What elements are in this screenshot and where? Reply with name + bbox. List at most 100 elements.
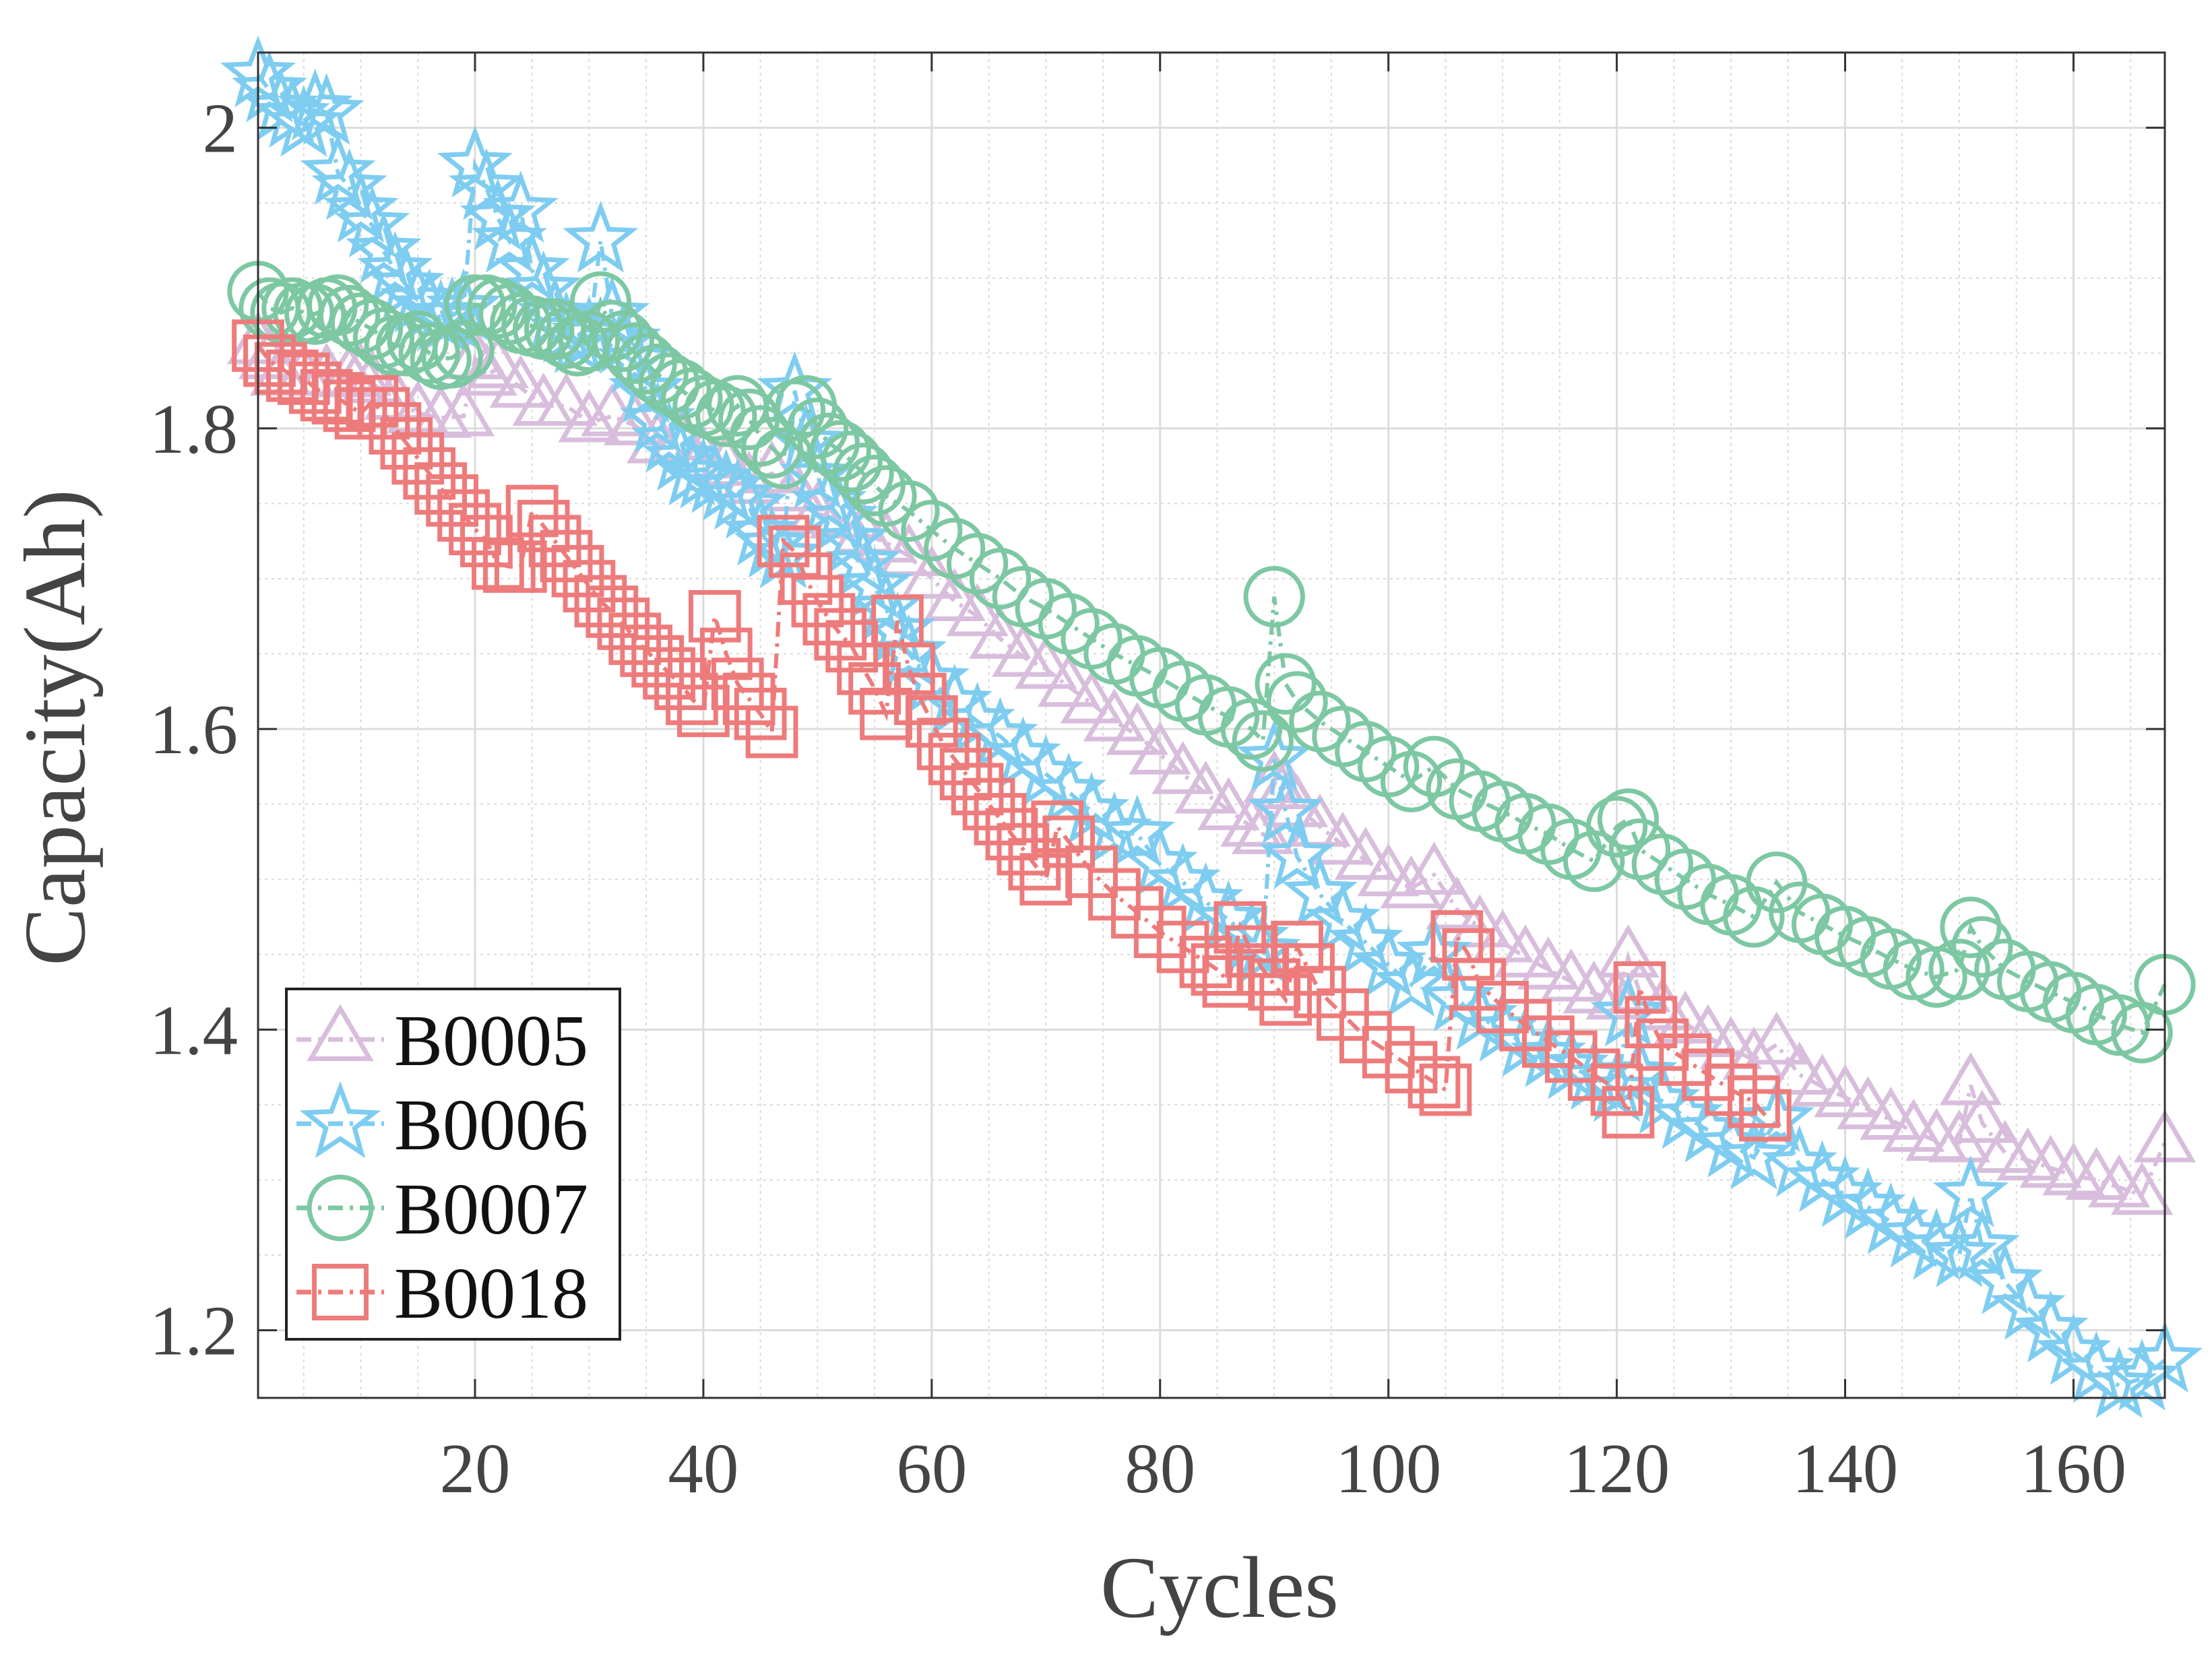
data-point: [832, 443, 894, 505]
data-point: [2088, 994, 2150, 1056]
data-point: [592, 310, 654, 373]
plot-frame: [257, 51, 2166, 1399]
legend-entry-b0006: B0006: [296, 1081, 588, 1165]
data-point: [1099, 794, 1175, 867]
series-layer: [220, 35, 2203, 1418]
data-point: [1373, 944, 1449, 1017]
data-point: [1928, 1109, 1991, 1163]
x-axis-title: Cycles: [1100, 1539, 1339, 1636]
data-point: [821, 430, 883, 492]
data-point: [341, 298, 404, 360]
data-point: [1403, 736, 1465, 798]
data-point: [1248, 771, 1324, 844]
data-point: [352, 307, 415, 369]
data-point: [1259, 816, 1335, 889]
data-point: [288, 73, 365, 146]
data-point: [466, 335, 530, 389]
data-point: [1311, 811, 1374, 865]
legend-label: B0006: [394, 1085, 588, 1165]
data-point: [1932, 1155, 2009, 1227]
x-tick-label: 40: [668, 1429, 738, 1508]
x-tick-label: 140: [1792, 1429, 1899, 1508]
y-tick-label: 2: [203, 89, 239, 168]
data-point: [1540, 948, 1602, 1002]
data-point: [597, 321, 673, 393]
data-point: [1939, 1052, 2002, 1106]
data-point: [1060, 670, 1123, 724]
legend-marker: [307, 1004, 374, 1061]
legend-entry-b0007: B0007: [296, 1170, 588, 1250]
data-point: [1282, 854, 1358, 927]
data-point: [1236, 719, 1313, 792]
data-point: [1426, 876, 1488, 930]
data-point: [1357, 843, 1420, 897]
data-point: [684, 379, 746, 441]
data-point: [1951, 916, 2013, 978]
legend-label: B0018: [394, 1254, 588, 1334]
data-point: [1944, 1207, 2020, 1280]
data-point: [581, 300, 643, 362]
data-point: [1243, 566, 1305, 628]
data-point: [448, 148, 524, 220]
data-point: [1232, 710, 1294, 772]
data-point: [969, 548, 1032, 610]
legend-marker: [299, 1081, 381, 1159]
data-point: [432, 383, 495, 437]
data-point: [1739, 1089, 1792, 1142]
y-tick-label: 1.8: [150, 389, 238, 468]
data-point: [650, 358, 712, 420]
data-point: [734, 687, 787, 740]
x-tick-label: 60: [896, 1429, 967, 1508]
data-point: [1585, 796, 1648, 858]
x-tick-label: 160: [2021, 1429, 2127, 1508]
data-point: [665, 437, 741, 509]
data-point: [1814, 1064, 1876, 1118]
data-point: [1860, 1087, 1922, 1140]
data-point: [1031, 800, 1084, 853]
data-point: [535, 373, 598, 426]
data-point: [1255, 653, 1317, 715]
data-point: [1807, 1155, 1883, 1227]
data-point: [1038, 653, 1100, 707]
data-point: [1613, 961, 1666, 1014]
data-point: [558, 389, 621, 443]
series-line-b0007: [256, 290, 2167, 1035]
x-tick-label: 20: [439, 1429, 510, 1508]
data-point: [1728, 1075, 1780, 1128]
data-point: [1220, 698, 1282, 760]
data-point: [1442, 928, 1495, 981]
data-point: [1768, 1042, 1831, 1095]
data-point: [482, 170, 559, 243]
series-b0007: [227, 261, 2196, 1064]
data-point: [569, 271, 632, 333]
data-point: [969, 606, 1032, 659]
data-point: [421, 327, 483, 389]
legend-entry-b0018: B0018: [296, 1254, 588, 1334]
data-point: [1408, 1056, 1461, 1109]
data-point: [786, 397, 849, 459]
x-tick-label: 80: [1125, 1429, 1195, 1508]
data-point: [1015, 635, 1077, 689]
y-tick-label: 1.6: [150, 690, 238, 769]
data-point: [2081, 1346, 2157, 1418]
data-point: [1876, 1196, 1952, 1268]
legend-label: B0005: [394, 1001, 588, 1081]
data-point: [489, 354, 552, 408]
data-point: [1951, 1089, 2014, 1143]
data-point: [923, 568, 986, 622]
data-point: [1853, 1182, 1929, 1254]
tick-labels: 20 40 60 80 100 120 140 160 1.2 1.4 1.6 1.8 2: [150, 89, 2126, 1508]
data-point: [2110, 1161, 2174, 1215]
data-point: [809, 420, 871, 482]
data-point: [1380, 855, 1443, 909]
y-tick-label: 1.2: [150, 1291, 238, 1370]
data-point: [1883, 938, 1945, 1000]
data-point: [1232, 801, 1294, 854]
data-point: [1129, 721, 1191, 775]
data-point: [688, 589, 741, 643]
data-point: [563, 201, 639, 273]
y-axis-title: Capacity(Ah): [7, 489, 104, 966]
data-point: [307, 274, 369, 336]
